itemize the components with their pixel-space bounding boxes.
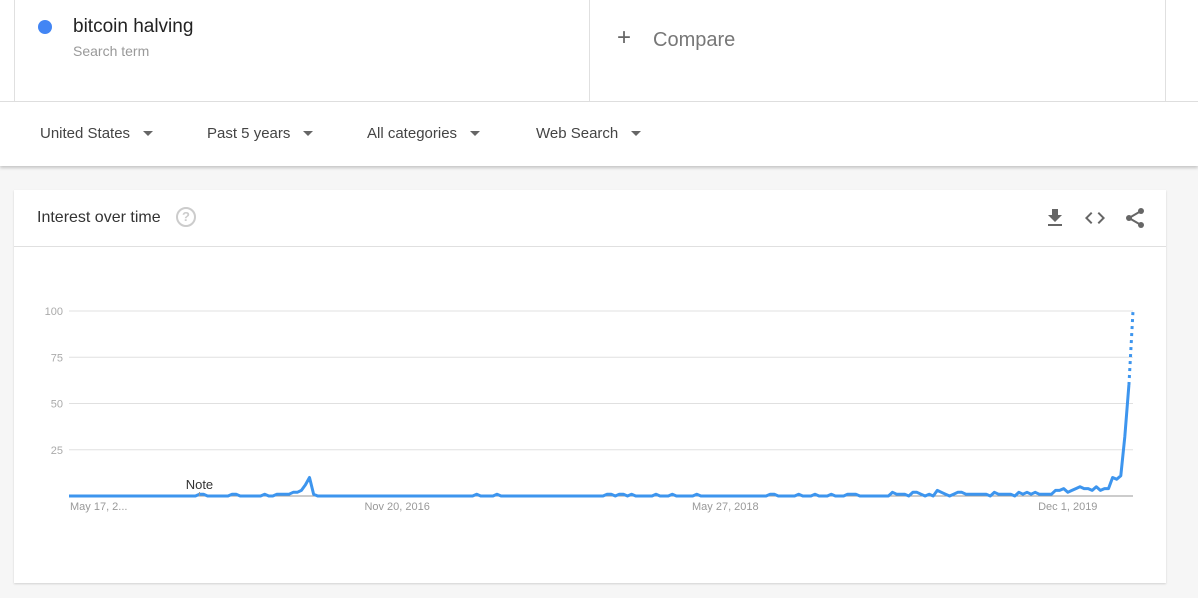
search-term-name[interactable]: bitcoin halving (73, 16, 194, 37)
interest-line-chart: 100 75 50 25 Note May 17, 2... Nov 20, 2016 M… (45, 306, 1135, 513)
search-term-subtitle: Search term (73, 43, 150, 59)
card-header: Interest over time ? (14, 190, 1166, 247)
x-tick-label: Nov 20, 2016 (364, 501, 429, 513)
filter-search-type-label: Web Search (536, 125, 619, 142)
filter-category[interactable]: All categories (367, 125, 481, 142)
caret-down-icon (303, 131, 314, 136)
search-header: bitcoin halving Search term + Compare (0, 0, 1198, 102)
search-term-panel[interactable]: bitcoin halving Search term (14, 0, 590, 102)
caret-down-icon (470, 131, 481, 136)
share-icon[interactable] (1123, 206, 1147, 230)
series-color-dot (38, 20, 52, 34)
help-icon[interactable]: ? (176, 207, 196, 227)
filter-time-range[interactable]: Past 5 years (207, 125, 314, 142)
interest-over-time-card: Interest over time ? 100 75 50 25 Note May … (14, 190, 1166, 583)
card-title: Interest over time (37, 209, 161, 226)
filter-bar: United States Past 5 years All categorie… (0, 102, 1198, 166)
series-line[interactable] (69, 384, 1131, 498)
y-tick-label: 50 (51, 399, 63, 411)
filter-time-label: Past 5 years (207, 125, 291, 142)
plus-icon: + (617, 24, 632, 51)
filter-category-label: All categories (367, 125, 458, 142)
filter-location-label: United States (40, 125, 131, 142)
x-tick-label: Dec 1, 2019 (1038, 501, 1097, 513)
caret-down-icon (631, 131, 642, 136)
download-icon[interactable] (1043, 206, 1067, 230)
compare-button[interactable]: + Compare (590, 0, 1166, 102)
embed-icon[interactable] (1083, 206, 1107, 230)
partial-data-line[interactable] (1127, 310, 1135, 386)
x-tick-label: May 17, 2... (70, 501, 127, 513)
filter-search-type[interactable]: Web Search (536, 125, 642, 142)
y-tick-label: 75 (51, 352, 63, 364)
compare-label: Compare (653, 29, 736, 51)
filter-location[interactable]: United States (40, 125, 154, 142)
y-tick-label: 100 (45, 306, 63, 318)
x-tick-label: May 27, 2018 (692, 501, 759, 513)
chart-annotation-note[interactable]: Note (186, 477, 213, 492)
caret-down-icon (143, 131, 154, 136)
y-tick-label: 25 (51, 445, 63, 457)
